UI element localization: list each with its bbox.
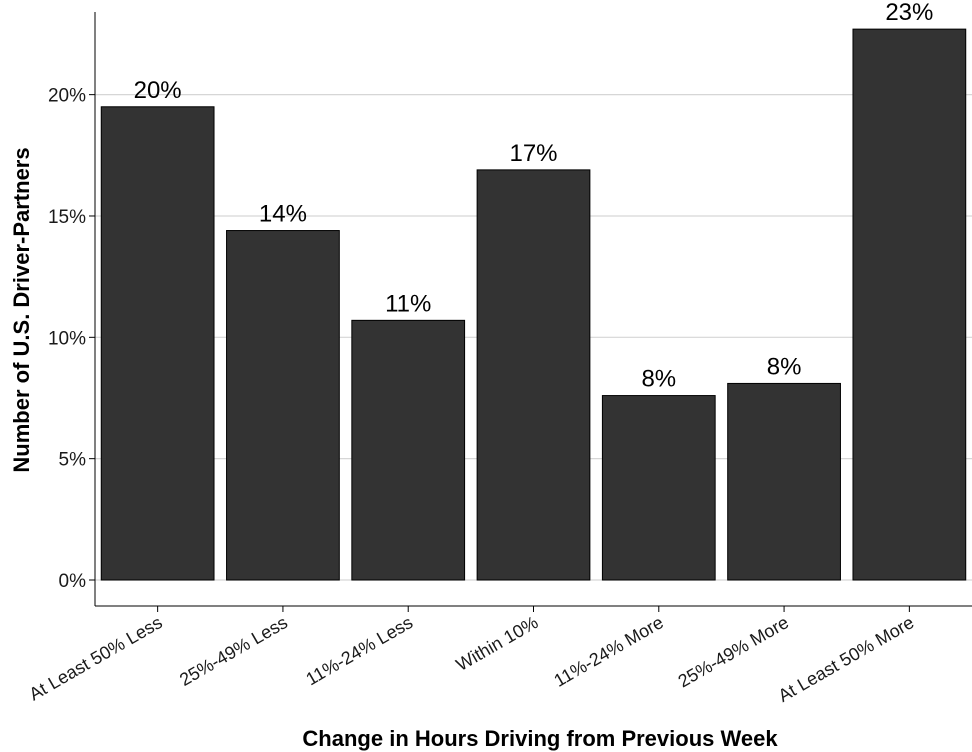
data-label: 11%	[385, 290, 431, 317]
data-label: 8%	[767, 353, 802, 380]
bar	[852, 28, 967, 581]
x-tick-label: 25%-49% Less	[176, 612, 291, 690]
y-tick-label: 0%	[59, 571, 87, 592]
x-tick-label: 11%-24% Less	[303, 612, 417, 689]
bar	[100, 106, 215, 581]
x-axis-title: Change in Hours Driving from Previous We…	[302, 726, 778, 751]
x-axis: At Least 50% Less 25%-49% Less 11%-24% Les…	[26, 605, 972, 706]
data-labels: 20% 14% 11% 17% 8% 8% 23%	[134, 0, 934, 393]
bars	[100, 28, 967, 581]
y-tick-label: 15%	[48, 207, 86, 228]
bar	[351, 319, 466, 581]
bar	[476, 169, 591, 581]
x-tick-label: At Least 50% More	[775, 612, 918, 706]
bar	[601, 395, 716, 581]
y-axis-title: Number of U.S. Driver-Partners	[9, 147, 34, 472]
bar	[226, 230, 340, 581]
data-label: 17%	[509, 140, 557, 167]
data-label: 23%	[885, 0, 933, 26]
bar	[727, 382, 841, 581]
data-label: 8%	[641, 366, 676, 393]
y-tick-label: 5%	[59, 450, 87, 471]
y-tick-label: 20%	[48, 86, 86, 107]
data-label: 20%	[134, 77, 182, 104]
x-tick-label: At Least 50% Less	[26, 612, 166, 704]
data-label: 14%	[259, 201, 307, 228]
y-tick-label: 10%	[48, 328, 86, 349]
x-tick-label: Within 10%	[453, 612, 542, 675]
y-axis: 0% 5% 10% 15% 20%	[48, 12, 96, 606]
x-tick-label: 11%-24% More	[550, 612, 666, 691]
x-tick-label: 25%-49% More	[675, 612, 792, 691]
